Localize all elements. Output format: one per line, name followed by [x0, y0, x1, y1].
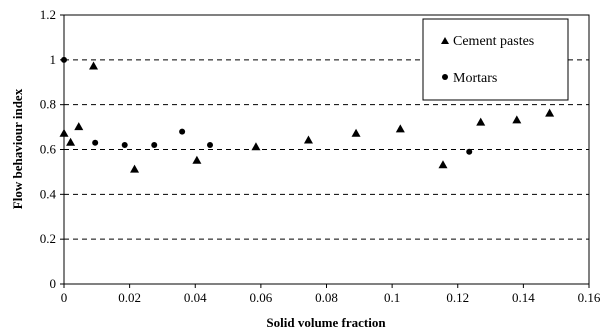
legend-marker-cement-pastes	[441, 37, 449, 44]
data-point-triangle	[74, 122, 84, 131]
y-tick-label: 0.2	[40, 231, 56, 246]
y-tick-label: 1.2	[40, 7, 56, 22]
y-tick-label: 0	[50, 276, 57, 291]
x-axis-title: Solid volume fraction	[266, 315, 386, 330]
data-point-circle	[179, 128, 186, 135]
x-axis-ticks: 0 0.02 0.04 0.06 0.08 0.1 0.12 0.14 0.16	[61, 284, 601, 305]
y-tick-label: 0.8	[40, 97, 56, 112]
data-point-triangle	[545, 108, 555, 117]
x-tick-label: 0.06	[250, 290, 273, 305]
y-axis-title: Flow behaviour index	[10, 88, 25, 209]
data-point-circle	[207, 142, 214, 149]
legend-label-mortars: Mortars	[453, 71, 497, 86]
data-point-circle	[61, 56, 67, 63]
data-point-circle	[121, 142, 128, 149]
data-point-circle	[466, 148, 473, 155]
data-point-triangle	[130, 164, 140, 173]
data-point-triangle	[89, 61, 99, 70]
y-tick-label: 0.6	[40, 142, 57, 157]
series-cement-pastes	[59, 61, 555, 173]
legend-marker-mortars	[442, 74, 448, 80]
data-point-circle	[92, 139, 99, 146]
x-tick-label: 0.04	[184, 290, 207, 305]
y-axis-ticks: 0 0.2 0.4 0.6 0.8 1 1.2	[40, 7, 64, 291]
data-point-triangle	[66, 137, 76, 146]
x-tick-label: 0.12	[446, 290, 469, 305]
legend-label-cement-pastes: Cement pastes	[453, 34, 534, 49]
x-tick-label: 0.08	[315, 290, 338, 305]
data-point-triangle	[512, 115, 522, 124]
legend-box	[422, 18, 569, 101]
x-tick-label: 0.02	[118, 290, 141, 305]
x-tick-label: 0.1	[384, 290, 400, 305]
data-points	[59, 56, 555, 173]
x-tick-label: 0	[61, 290, 68, 305]
x-tick-label: 0.14	[512, 290, 535, 305]
data-point-triangle	[351, 128, 361, 137]
data-point-triangle	[303, 135, 313, 144]
legend: Cement pastes Mortars	[422, 18, 569, 101]
grid-lines	[64, 59, 589, 240]
data-point-triangle	[192, 155, 202, 164]
data-point-triangle	[59, 128, 69, 137]
data-point-triangle	[395, 124, 405, 133]
data-point-triangle	[438, 160, 448, 169]
y-tick-label: 1	[50, 52, 57, 67]
data-point-circle	[151, 142, 158, 149]
y-tick-label: 0.4	[40, 186, 57, 201]
series-mortars	[61, 56, 473, 155]
data-point-triangle	[476, 117, 486, 126]
data-point-triangle	[251, 142, 261, 151]
x-tick-label: 0.16	[578, 290, 601, 305]
